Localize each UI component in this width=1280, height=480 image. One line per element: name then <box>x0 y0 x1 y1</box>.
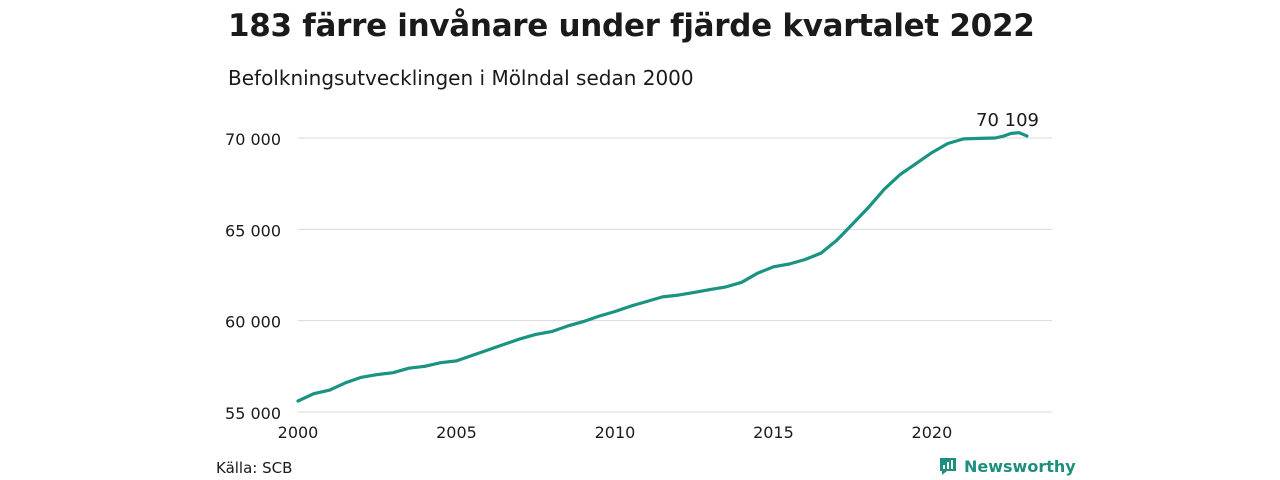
data-point <box>566 324 569 328</box>
data-point <box>375 373 379 376</box>
chart-subtitle: Befolkningsutvecklingen i Mölndal sedan … <box>228 66 694 90</box>
data-point <box>676 293 680 297</box>
data-point <box>344 381 347 385</box>
data-point <box>629 304 633 308</box>
x-tick-label: 2000 <box>278 423 319 442</box>
y-tick-label: 70 000 <box>225 130 281 149</box>
data-point <box>312 392 316 396</box>
data-point <box>502 343 506 346</box>
data-point <box>946 142 950 145</box>
data-point <box>930 151 934 155</box>
data-point <box>914 162 918 165</box>
data-point <box>819 251 823 255</box>
data-point <box>391 371 395 375</box>
y-tick-label: 65 000 <box>225 221 281 240</box>
population-line <box>296 131 1029 403</box>
data-point <box>756 271 759 275</box>
data-point <box>296 399 300 403</box>
data-point <box>1001 134 1005 138</box>
data-point <box>455 359 458 363</box>
data-point <box>534 332 538 336</box>
y-axis-tick-labels: 55 000 60 000 65 000 70 000 <box>225 130 281 423</box>
data-point <box>898 173 902 176</box>
data-point <box>978 136 981 140</box>
x-tick-label: 2010 <box>595 423 636 442</box>
data-point <box>1009 132 1013 135</box>
end-value-label: 70 109 <box>976 110 1039 131</box>
newsworthy-logo: Newsworthy <box>938 456 1076 476</box>
data-points <box>296 131 1029 403</box>
data-point <box>993 136 997 140</box>
data-point <box>772 265 775 269</box>
data-point <box>597 314 601 318</box>
y-tick-label: 60 000 <box>225 313 281 332</box>
source-note: Källa: SCB <box>216 459 293 477</box>
data-point <box>328 388 332 392</box>
data-point <box>486 348 490 352</box>
data-point <box>581 320 585 323</box>
brand-name: Newsworthy <box>964 456 1076 476</box>
data-point <box>724 285 728 289</box>
data-point <box>851 222 855 226</box>
data-point <box>803 258 807 261</box>
data-point <box>470 353 474 357</box>
data-point <box>645 300 649 303</box>
data-point <box>518 337 522 341</box>
x-axis-tick-labels: 2000 2005 2010 2015 2020 <box>278 423 953 442</box>
data-point <box>439 361 443 365</box>
data-point <box>962 137 966 141</box>
x-tick-label: 2015 <box>753 423 794 442</box>
data-point <box>423 364 427 368</box>
data-point <box>407 366 411 370</box>
data-point <box>1025 134 1029 138</box>
data-point <box>835 238 839 242</box>
x-tick-label: 2005 <box>436 423 477 442</box>
data-point <box>692 290 696 294</box>
data-point <box>359 375 363 379</box>
data-point <box>882 187 886 191</box>
gridlines <box>298 137 1052 413</box>
data-point <box>550 330 553 334</box>
y-tick-label: 55 000 <box>225 404 281 423</box>
newsworthy-logo-icon <box>940 458 956 475</box>
data-point <box>740 280 744 284</box>
data-point <box>867 206 870 209</box>
x-tick-label: 2020 <box>912 423 953 442</box>
chart-title: 183 färre invånare under fjärde kvartale… <box>228 8 1035 44</box>
data-point <box>708 288 712 292</box>
data-point <box>661 295 664 299</box>
data-point <box>787 262 791 266</box>
data-point <box>613 310 617 313</box>
data-point <box>1017 131 1021 135</box>
